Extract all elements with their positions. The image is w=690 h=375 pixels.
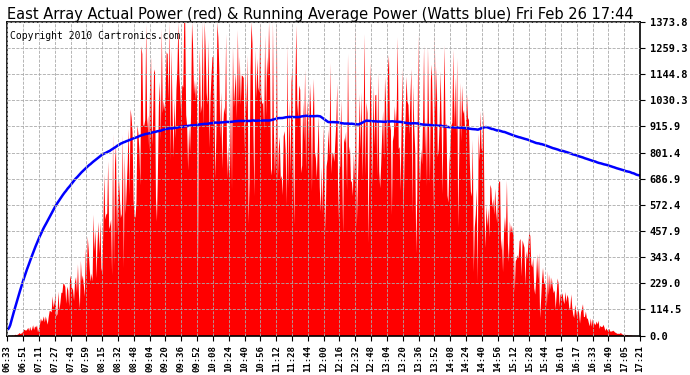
Text: Copyright 2010 Cartronics.com: Copyright 2010 Cartronics.com (10, 31, 181, 41)
Text: East Array Actual Power (red) & Running Average Power (Watts blue) Fri Feb 26 17: East Array Actual Power (red) & Running … (7, 8, 633, 22)
